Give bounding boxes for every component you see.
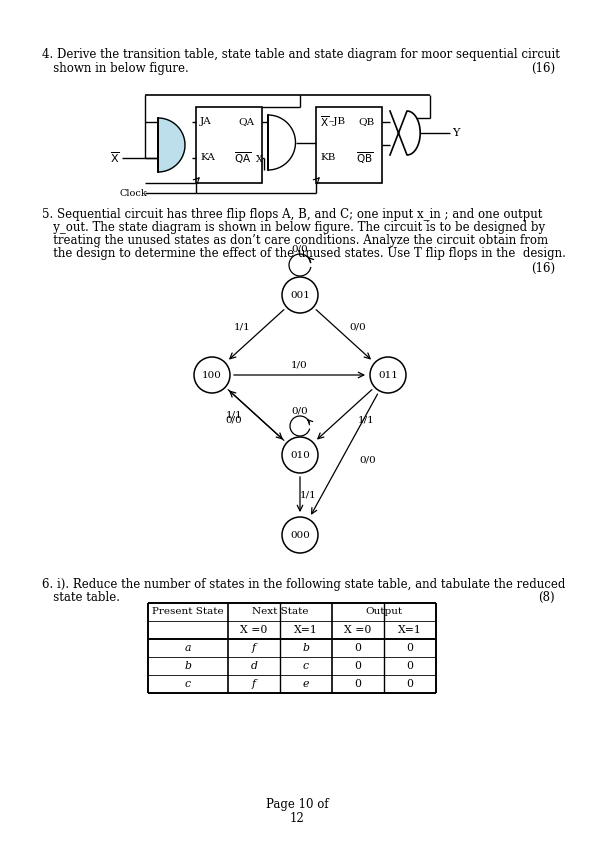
Text: 0/0: 0/0 — [226, 415, 242, 424]
Text: 0/0: 0/0 — [292, 244, 308, 253]
Text: 12: 12 — [290, 812, 305, 825]
Text: –JB: –JB — [329, 118, 346, 126]
Text: Y: Y — [452, 128, 459, 138]
Text: 4. Derive the transition table, state table and state diagram for moor sequentia: 4. Derive the transition table, state ta… — [42, 48, 560, 61]
Text: b: b — [302, 643, 309, 653]
Text: f: f — [252, 679, 256, 689]
Text: f: f — [252, 643, 256, 653]
Bar — [196, 107, 262, 183]
Text: (16): (16) — [531, 62, 555, 75]
Text: y_out. The state diagram is shown in below figure. The circuit is to be designed: y_out. The state diagram is shown in bel… — [42, 221, 545, 234]
Text: c: c — [185, 679, 191, 689]
Text: X=1: X=1 — [398, 625, 422, 635]
Text: KA: KA — [200, 153, 215, 163]
Text: 010: 010 — [290, 450, 310, 460]
Text: a: a — [185, 643, 191, 653]
Text: 6. i). Reduce the number of states in the following state table, and tabulate th: 6. i). Reduce the number of states in th… — [42, 578, 565, 591]
Text: 5. Sequential circuit has three flip flops A, B, and C; one input x_in ; and one: 5. Sequential circuit has three flip flo… — [42, 208, 543, 221]
Text: 100: 100 — [202, 370, 222, 380]
Text: 0: 0 — [355, 679, 362, 689]
Text: Page 10 of: Page 10 of — [266, 798, 328, 811]
Text: $\overline{\rm X}$: $\overline{\rm X}$ — [320, 115, 329, 130]
Text: b: b — [184, 661, 192, 671]
Text: X =0: X =0 — [345, 625, 372, 635]
Text: 1/1: 1/1 — [358, 415, 375, 424]
Text: shown in below figure.: shown in below figure. — [42, 62, 189, 75]
Text: treating the unused states as don’t care conditions. Analyze the circuit obtain : treating the unused states as don’t care… — [42, 234, 548, 247]
Text: 011: 011 — [378, 370, 398, 380]
Polygon shape — [390, 111, 420, 155]
Polygon shape — [158, 118, 185, 172]
Text: e: e — [303, 679, 309, 689]
Polygon shape — [268, 115, 296, 170]
Text: 0: 0 — [355, 643, 362, 653]
Text: 0: 0 — [406, 643, 414, 653]
Text: QB: QB — [358, 118, 374, 126]
Text: (8): (8) — [538, 591, 555, 604]
Text: 0/0: 0/0 — [292, 407, 308, 415]
Text: Next State: Next State — [252, 607, 308, 616]
Text: Present State: Present State — [152, 607, 224, 616]
Text: X =0: X =0 — [240, 625, 268, 635]
Text: Clock: Clock — [120, 189, 148, 198]
Text: 1/1: 1/1 — [234, 322, 250, 331]
Text: the design to determine the effect of the unused states. Use T flip flops in the: the design to determine the effect of th… — [42, 247, 566, 260]
Text: X: X — [256, 156, 263, 164]
Bar — [316, 107, 382, 183]
Text: Output: Output — [365, 607, 403, 616]
Text: (16): (16) — [531, 262, 555, 275]
Text: d: d — [250, 661, 258, 671]
Text: KB: KB — [320, 153, 336, 163]
Text: 0: 0 — [406, 661, 414, 671]
Text: 1/1: 1/1 — [300, 490, 317, 499]
Text: 1/0: 1/0 — [291, 360, 308, 370]
Text: c: c — [303, 661, 309, 671]
Text: 0: 0 — [406, 679, 414, 689]
Text: QA: QA — [238, 118, 254, 126]
Text: 0/0: 0/0 — [360, 455, 377, 464]
Text: $\overline{\rm X}$: $\overline{\rm X}$ — [110, 151, 120, 165]
Text: 0/0: 0/0 — [349, 322, 366, 331]
Text: 001: 001 — [290, 290, 310, 300]
Text: 0: 0 — [355, 661, 362, 671]
Text: X=1: X=1 — [294, 625, 318, 635]
Text: 1/1: 1/1 — [226, 411, 243, 420]
Text: $\overline{\rm QB}$: $\overline{\rm QB}$ — [356, 150, 373, 166]
Text: JA: JA — [200, 118, 212, 126]
Text: state table.: state table. — [42, 591, 120, 604]
Text: 000: 000 — [290, 530, 310, 540]
Text: $\overline{\rm QA}$: $\overline{\rm QA}$ — [234, 150, 251, 166]
